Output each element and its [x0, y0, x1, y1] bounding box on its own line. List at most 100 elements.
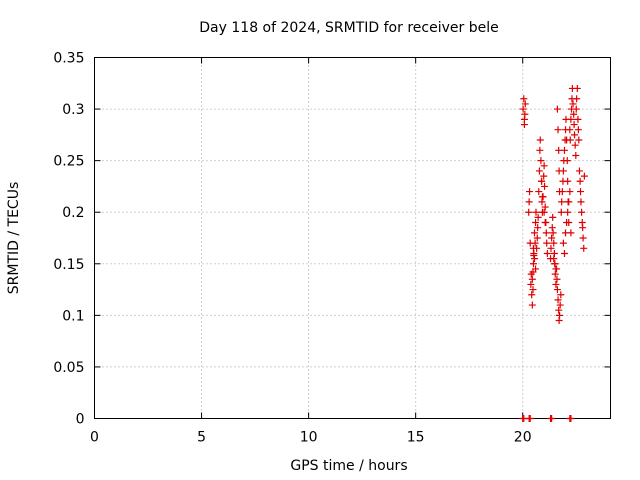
data-point — [572, 105, 580, 113]
data-point-marker — [575, 136, 583, 144]
data-point — [548, 234, 556, 242]
data-point-marker — [570, 121, 578, 129]
data-point-marker — [537, 157, 545, 165]
data-point — [575, 136, 583, 144]
x-tick-label: 0 — [90, 430, 99, 446]
data-point-marker — [579, 234, 587, 242]
data-point — [570, 110, 578, 118]
data-point-marker — [551, 270, 559, 278]
data-point-marker — [572, 151, 580, 159]
data-point-marker — [560, 249, 568, 257]
data-point — [543, 249, 551, 257]
data-point-marker — [580, 244, 588, 252]
data-point-marker — [579, 224, 587, 232]
data-point — [553, 105, 561, 113]
y-tick-label: 0.25 — [53, 154, 84, 170]
data-point-marker — [567, 115, 575, 123]
data-point — [525, 198, 533, 206]
data-point-marker — [529, 286, 537, 294]
data-point-marker — [558, 198, 566, 206]
data-point-marker — [573, 84, 581, 92]
plot-frame — [94, 57, 611, 419]
data-point-marker — [529, 244, 537, 252]
x-axis-title: GPS time / hours — [290, 458, 407, 474]
data-point-marker — [540, 172, 548, 180]
data-point — [528, 291, 536, 299]
data-point — [531, 239, 539, 247]
data-point-marker — [563, 157, 571, 165]
data-point-marker — [535, 167, 543, 175]
data-point-marker — [559, 239, 567, 247]
data-point — [557, 208, 565, 216]
data-point-marker — [550, 239, 558, 247]
data-point — [580, 244, 588, 252]
y-axis-title: SRMTID / TECUs — [6, 182, 22, 295]
data-point — [573, 84, 581, 92]
data-point — [540, 208, 548, 216]
x-tick-label: 15 — [407, 430, 425, 446]
data-point — [566, 126, 574, 134]
data-point — [567, 415, 575, 422]
data-point-marker — [557, 291, 565, 299]
data-point — [574, 115, 582, 123]
data-point — [528, 275, 536, 283]
data-point — [532, 208, 540, 216]
data-point-marker — [538, 177, 546, 185]
data-point-marker — [576, 177, 584, 185]
data-point-marker — [553, 286, 561, 294]
data-point — [553, 286, 561, 294]
data-point — [556, 301, 564, 309]
data-point — [526, 188, 534, 196]
data-point — [525, 208, 533, 216]
data-point-marker — [550, 255, 558, 263]
data-point — [574, 126, 582, 134]
data-point-marker — [552, 265, 560, 273]
data-point — [564, 177, 572, 185]
data-point-marker — [528, 275, 536, 283]
data-point-marker — [567, 415, 575, 422]
data-point-marker — [528, 291, 536, 299]
data-point-marker — [533, 234, 541, 242]
x-tick-label: 20 — [514, 430, 532, 446]
data-point — [549, 229, 557, 237]
data-point-marker — [554, 126, 562, 134]
data-point-marker — [530, 229, 538, 237]
y-tick-label: 0.2 — [62, 205, 84, 221]
data-point — [541, 219, 549, 227]
data-point-marker — [531, 239, 539, 247]
data-point — [537, 157, 545, 165]
data-point-marker — [571, 131, 579, 139]
data-point-marker — [541, 219, 549, 227]
data-point — [552, 280, 560, 288]
data-point — [521, 110, 529, 118]
data-point — [521, 100, 529, 108]
data-point — [530, 229, 538, 237]
data-point — [550, 255, 558, 263]
y-tick-label: 0.05 — [53, 360, 84, 376]
data-point — [554, 126, 562, 134]
data-point — [536, 146, 544, 154]
data-point — [548, 415, 556, 422]
data-point-marker — [566, 188, 574, 196]
data-point — [566, 188, 574, 196]
data-point-marker — [557, 208, 565, 216]
data-point — [540, 162, 548, 170]
data-point-marker — [525, 198, 533, 206]
data-point-marker — [573, 95, 581, 103]
y-tick-label: 0.35 — [53, 51, 84, 67]
data-point — [535, 167, 543, 175]
data-point — [533, 234, 541, 242]
data-point-marker — [564, 208, 572, 216]
data-point-marker — [553, 275, 561, 283]
data-point-marker — [548, 234, 556, 242]
data-point — [575, 167, 583, 175]
data-point — [563, 157, 571, 165]
grid — [94, 57, 611, 419]
data-point-marker — [534, 213, 542, 221]
data-point — [538, 193, 546, 201]
data-point-marker — [532, 219, 540, 227]
data-point-marker — [541, 182, 549, 190]
data-point — [567, 115, 575, 123]
data-point-marker — [577, 188, 585, 196]
data-point — [540, 172, 548, 180]
